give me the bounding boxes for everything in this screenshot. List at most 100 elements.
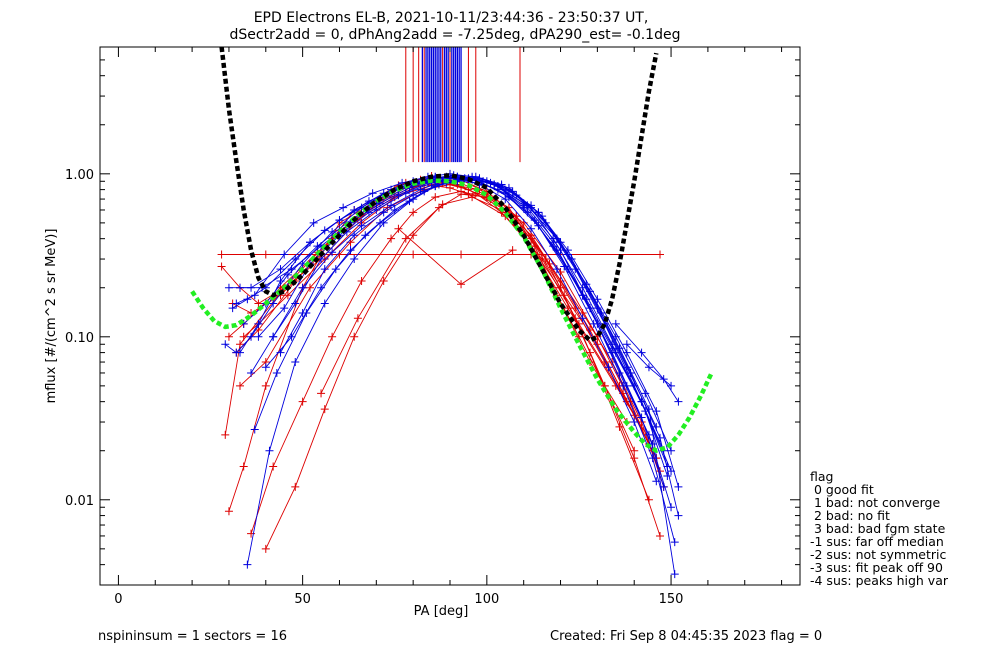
blue-series-point-0-0 [221,340,230,349]
red-series-point-9-2 [320,405,329,414]
red-series-point-11-0 [217,250,226,259]
blue-series-point-13-3 [350,231,359,240]
y-axis-label: mflux [#/(cm^2 s sr MeV)] [44,229,59,404]
blue-series-point-4-13 [589,319,598,328]
blue-series-point-0-16 [604,363,613,372]
red-series-point-9-14 [656,531,664,540]
blue-series-point-10-14 [644,405,653,414]
red-series-point-8-1 [269,462,278,471]
x-tick-label-2: 100 [474,592,499,607]
red-series-point-11-3 [409,250,418,259]
red-series-point-9-4 [379,276,388,285]
red-series-point-12-0 [394,224,403,233]
red-series-point-12-1 [457,280,466,289]
blue-series-point-0-15 [578,314,587,323]
blue-series-point-4-0 [243,560,252,569]
blue-series-point-8-2 [276,265,285,274]
blue-series-point-8-0 [224,283,233,292]
red-series-line-1 [228,182,635,512]
red-series-point-6-2 [283,291,292,300]
blue-series-point-3-2 [283,270,292,279]
blue-series-point-13-10 [534,208,543,217]
red-series-point-10-1 [353,314,362,323]
red-series-point-1-0 [224,507,233,516]
blue-series-point-13-0 [276,348,285,357]
red-series-point-10-7 [556,283,565,292]
red-series-point-6-0 [239,332,248,341]
blue-series-line-14 [615,323,679,402]
blue-series-point-11-5 [368,189,377,198]
blue-series-point-13-15 [674,482,683,491]
blue-series-point-0-2 [247,332,256,341]
blue-series-point-13-14 [652,407,661,416]
blue-series-point-11-0 [232,299,241,308]
blue-series-point-15-1 [644,363,653,372]
blue-series-point-4-3 [320,299,329,308]
blue-series-point-15-2 [667,381,676,390]
red-series-point-5-0 [217,262,226,271]
legend-entry-5: -2 sus: not symmetric [810,547,946,562]
red-series-point-5-2 [254,299,263,308]
blue-series-point-10-3 [346,246,355,255]
legend-entry-3: 3 bad: bad fgm state [810,521,946,536]
blue-series-point-12-5 [401,189,410,198]
blue-series-point-12-4 [372,205,381,214]
blue-series-point-13-9 [504,185,513,194]
blue-series-point-10-2 [317,283,326,292]
legend-title: flag [810,469,833,484]
blue-series-point-3-16 [667,503,676,512]
red-series-point-10-9 [615,422,624,431]
red-series-point-4-2 [306,283,314,292]
red-series-point-11-1 [261,250,270,259]
blue-series-line-12 [272,177,672,451]
blue-series-line-5 [250,177,679,516]
legend-entry-2: 2 bad: no fit [810,508,890,523]
red-series-point-8-7 [431,193,440,202]
red-series-point-8-5 [387,234,396,243]
blue-series-line-0 [225,176,657,482]
blue-series-point-5-3 [328,248,337,257]
blue-series-point-11-12 [549,242,558,251]
red-series-point-10-4 [468,193,477,202]
blue-series-point-12-14 [641,389,650,398]
red-series-point-9-7 [457,190,466,199]
blue-series-point-4-1 [265,446,274,455]
blue-series-point-8-1 [247,283,256,292]
blue-series-point-6-2 [287,265,296,274]
blue-series-point-9-12 [578,283,587,292]
red-series-point-12-2 [508,246,517,255]
blue-series-point-0-14 [552,265,561,274]
red-series-point-11-4 [457,250,466,259]
blue-series-point-13-4 [379,208,388,217]
blue-series-point-12-1 [291,299,300,308]
blue-series-point-4-4 [350,255,359,264]
red-series-point-0-0 [221,430,230,439]
x-tick-label-0: 0 [114,592,122,607]
blue-series-point-12-0 [269,332,278,341]
red-series-point-8-4 [357,276,366,285]
blue-series-point-11-15 [637,397,646,406]
blue-series-point-0-17 [630,418,639,427]
blue-series-point-0-13 [527,224,536,233]
blue-series-point-9-0 [254,332,263,341]
blue-series-point-2-0 [236,348,244,357]
blue-series-point-11-13 [578,291,587,300]
red-series-point-1-2 [261,381,270,390]
blue-series-point-11-3 [309,218,318,227]
blue-series-point-3-15 [644,430,653,439]
footer-left: nspininsum = 1 sectors = 16 [98,629,287,644]
red-series-line-0 [224,184,653,451]
footer-right: Created: Fri Sep 8 04:45:35 2023 flag = … [550,629,822,644]
blue-series-point-13-1 [298,308,307,317]
chart-title-line2: dSectr2add = 0, dPhAng2add = -7.25deg, d… [230,27,681,43]
blue-series-point-13-13 [622,348,631,357]
blue-series-point-14-1 [637,348,646,357]
red-series-point-9-0 [261,544,270,553]
blue-series-point-10-4 [376,218,384,227]
red-series-point-10-8 [586,348,594,357]
legend-entry-7: -4 sus: peaks high var [810,573,949,588]
blue-series-point-11-16 [663,462,672,471]
blue-series-point-10-15 [670,570,679,579]
legend-entry-0: 0 good fit [810,482,874,497]
